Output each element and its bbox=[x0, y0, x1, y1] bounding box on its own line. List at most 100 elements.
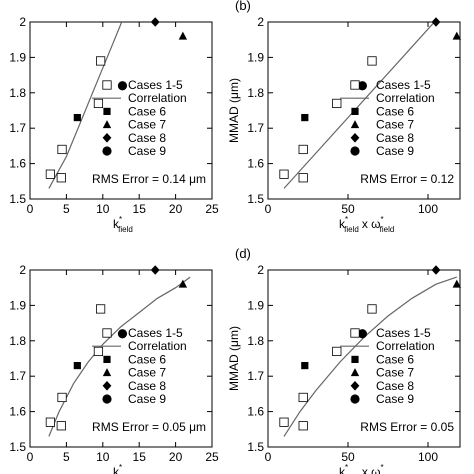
data-point-open-square bbox=[279, 169, 289, 179]
panel-label: (b) bbox=[235, 0, 251, 13]
y-tick-label: 1.8 bbox=[247, 334, 264, 348]
x-tick-label: 20 bbox=[169, 450, 183, 464]
legend-entry-label: Case 8 bbox=[128, 379, 166, 393]
legend-swatch-filled-square bbox=[351, 355, 359, 363]
data-point-open-square bbox=[93, 346, 104, 357]
data-point-open-square bbox=[298, 144, 308, 155]
legend-entry-label: Correlation bbox=[376, 339, 435, 353]
x-tick-label: 0 bbox=[27, 202, 34, 216]
x-axis-label-part: * bbox=[119, 463, 122, 472]
y-tick-label: 2 bbox=[19, 263, 26, 277]
y-tick-label: 1.6 bbox=[9, 157, 26, 171]
x-axis-label-part: * bbox=[345, 463, 348, 472]
y-tick-label: 1.6 bbox=[9, 405, 26, 419]
legend-entry-label: Case 8 bbox=[376, 379, 414, 393]
y-tick-label: 1.8 bbox=[9, 334, 26, 348]
legend-entry-label: Cases 1-5 bbox=[128, 78, 183, 92]
legend-entry-label: Correlation bbox=[376, 91, 435, 105]
plot-frame bbox=[29, 269, 213, 448]
data-point-open-square bbox=[96, 56, 106, 66]
y-tick-label: 1.6 bbox=[247, 157, 264, 171]
data-point-filled-diamond bbox=[150, 265, 160, 275]
x-tick-label: 15 bbox=[133, 202, 147, 216]
plot-frame bbox=[267, 269, 461, 448]
legend-swatch-filled-diamond bbox=[102, 381, 112, 391]
data-point-filled-circle bbox=[117, 81, 128, 91]
x-tick-label: 25 bbox=[205, 202, 219, 216]
data-layer bbox=[283, 276, 457, 437]
data-point-open-square bbox=[45, 417, 55, 427]
data-point-filled-square bbox=[301, 113, 309, 122]
data-point-filled-diamond bbox=[431, 265, 441, 275]
data-point-filled-triangle bbox=[452, 279, 461, 288]
data-point-open-square bbox=[56, 421, 66, 431]
x-axis-label-part: k bbox=[339, 465, 346, 474]
x-tick-label: 10 bbox=[96, 450, 110, 464]
data-layer bbox=[48, 276, 191, 437]
x-axis-label-part: * bbox=[381, 215, 384, 224]
legend-entry-label: Case 9 bbox=[128, 144, 166, 158]
legend-swatch-filled-square bbox=[351, 107, 359, 115]
y-tick-label: 1.8 bbox=[9, 86, 26, 100]
y-tick-label: 1.7 bbox=[247, 369, 264, 383]
panel-label: (d) bbox=[235, 246, 251, 261]
rms-error-annotation: RMS Error = 0.14 μm bbox=[92, 172, 206, 186]
x-axis-label: k*field bbox=[113, 215, 133, 234]
data-point-open-square bbox=[93, 98, 104, 109]
y-tick-label: 2 bbox=[257, 15, 264, 29]
legend-swatch-filled-square bbox=[103, 107, 111, 115]
x-axis-label: k*field bbox=[113, 463, 133, 474]
data-point-open-square bbox=[57, 144, 67, 155]
chart-panel-1: 0 5 10 15 20 25 1.5 1.6 1.7 1.8 1.9 2 k* field Cases 1… bbox=[9, 15, 219, 234]
legend-entry-label: Case 7 bbox=[376, 118, 414, 132]
legend-swatch-filled-circle bbox=[350, 146, 360, 156]
x-axis-label-part: k bbox=[113, 465, 120, 474]
x-tick-label: 5 bbox=[63, 202, 70, 216]
data-point-filled-square bbox=[73, 113, 81, 122]
legend-entry-label: Case 9 bbox=[376, 144, 414, 158]
x-axis-label-part: field bbox=[118, 225, 133, 234]
legend-entry-label: Case 7 bbox=[128, 366, 166, 380]
x-axis-label-part: x ω bbox=[362, 217, 381, 231]
y-axis-label: MMAD (μm) bbox=[227, 326, 241, 391]
data-point-filled-triangle bbox=[178, 31, 188, 40]
x-tick-label: 0 bbox=[27, 450, 34, 464]
y-tick-label: 1.6 bbox=[247, 405, 264, 419]
y-tick-label: 1.7 bbox=[9, 369, 26, 383]
y-tick-label: 2 bbox=[257, 263, 264, 277]
legend-entry-label: Case 9 bbox=[376, 392, 414, 406]
legend-entry-label: Case 6 bbox=[128, 104, 166, 118]
x-tick-label: 0 bbox=[265, 450, 272, 464]
rms-error-annotation: RMS Error = 0.05 bbox=[360, 420, 454, 434]
legend-swatch-filled-circle bbox=[102, 394, 112, 404]
data-point-open-square bbox=[332, 98, 342, 109]
legend-swatch-filled-square bbox=[103, 355, 111, 363]
correlation-line bbox=[48, 276, 191, 437]
y-tick-label: 1.9 bbox=[247, 298, 264, 312]
plot-frame bbox=[267, 21, 461, 200]
x-tick-label: 10 bbox=[96, 202, 110, 216]
y-axis-label: MMAD (μm) bbox=[227, 78, 241, 143]
legend-entry-label: Cases 1-5 bbox=[376, 326, 431, 340]
x-axis-label-part: * bbox=[381, 463, 384, 472]
y-tick-label: 1.5 bbox=[247, 440, 264, 454]
y-tick-label: 1.8 bbox=[247, 86, 264, 100]
data-point-filled-triangle bbox=[178, 279, 188, 288]
data-point-filled-circle bbox=[117, 329, 128, 339]
x-axis-label-part: field bbox=[344, 225, 359, 234]
correlation-line bbox=[48, 22, 123, 189]
data-layer bbox=[283, 22, 435, 189]
legend-entry-label: Case 8 bbox=[128, 131, 166, 145]
data-point-open-square bbox=[367, 56, 377, 66]
chart-panel-4: (d) 0 50 100 1.5 1.6 1.7 1.8 1.9 2 MMAD (μm) k*fiel… bbox=[227, 246, 461, 474]
x-axis-label-part: x ω bbox=[362, 465, 381, 474]
x-axis-label-part: * bbox=[345, 215, 348, 224]
data-point-open-square bbox=[57, 392, 67, 403]
legend-entry-label: Case 6 bbox=[376, 104, 414, 118]
data-point-filled-diamond bbox=[150, 17, 160, 27]
legend-swatch-filled-triangle bbox=[102, 120, 112, 129]
x-axis-label-part: k bbox=[113, 217, 120, 231]
legend-swatch-open-square bbox=[350, 80, 360, 90]
